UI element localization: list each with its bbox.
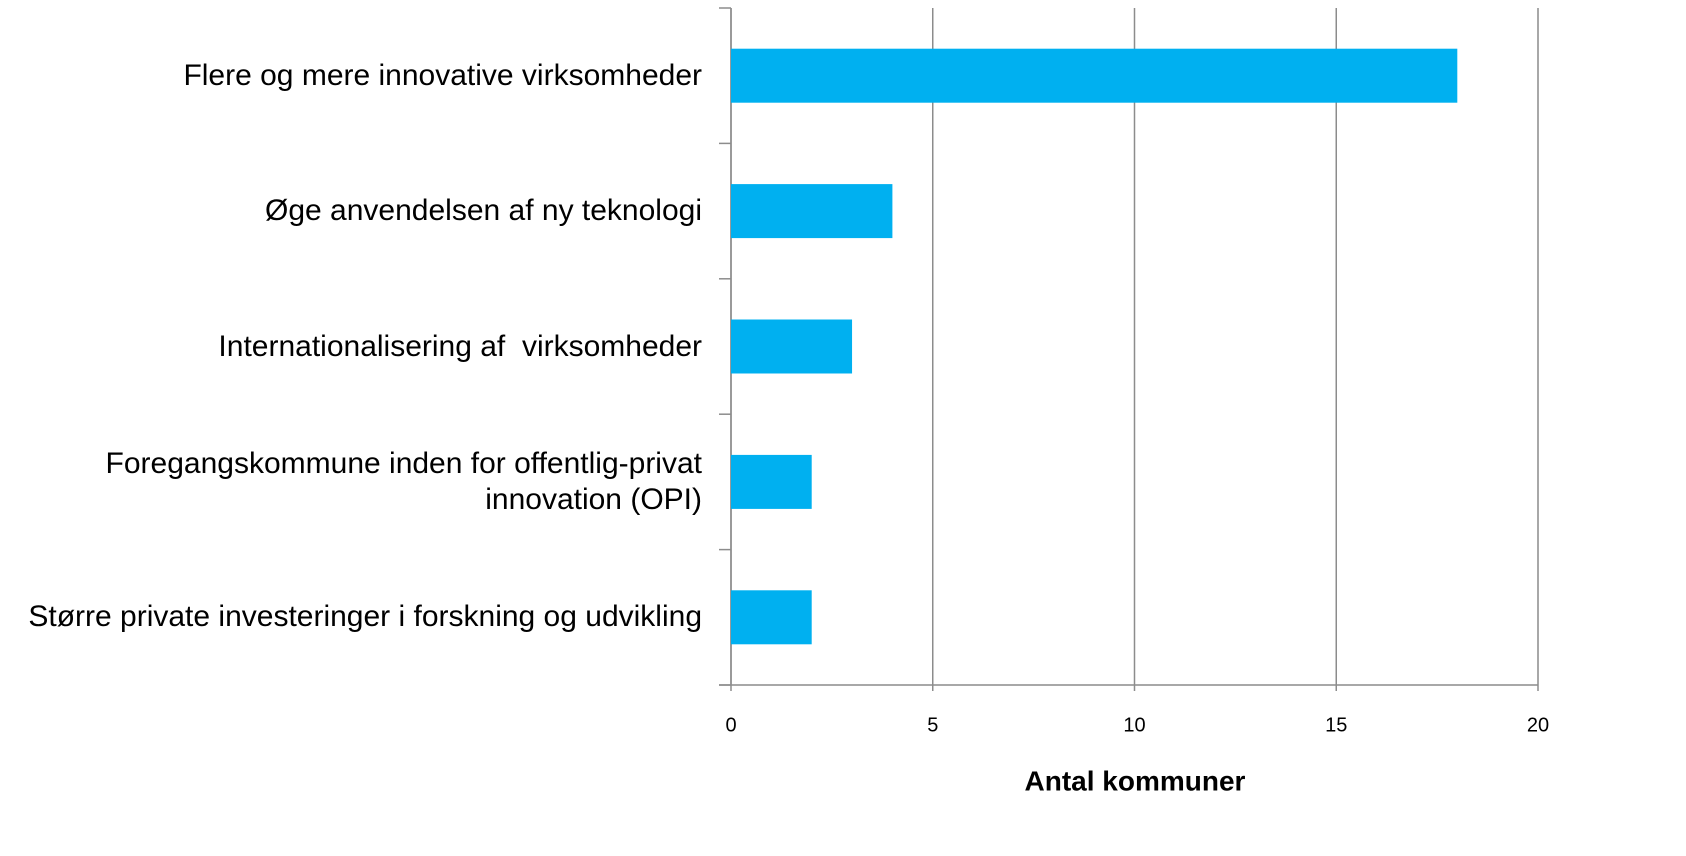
y-tick-label: Internationalisering af virksomheder bbox=[218, 329, 702, 363]
x-tick-label: 0 bbox=[725, 714, 736, 736]
x-tick-label: 5 bbox=[927, 714, 938, 736]
y-tick-label: Flere og mere innovative virksomheder bbox=[183, 58, 702, 92]
y-tick-label: Foregangskommune inden for offentlig-pri… bbox=[105, 446, 711, 516]
bar bbox=[731, 590, 812, 645]
x-tick-label: 15 bbox=[1325, 714, 1347, 736]
x-tick-label: 20 bbox=[1527, 714, 1549, 736]
y-tick-label: Større private investeringer i forskning… bbox=[28, 600, 702, 634]
x-axis-title: Antal kommuner bbox=[1025, 765, 1246, 796]
bar bbox=[731, 48, 1458, 103]
y-tick-label: Øge anvendelsen af ny teknologi bbox=[265, 194, 702, 228]
bar bbox=[731, 184, 893, 239]
bar bbox=[731, 319, 853, 374]
bar bbox=[731, 454, 812, 509]
x-tick-label: 10 bbox=[1123, 714, 1145, 736]
